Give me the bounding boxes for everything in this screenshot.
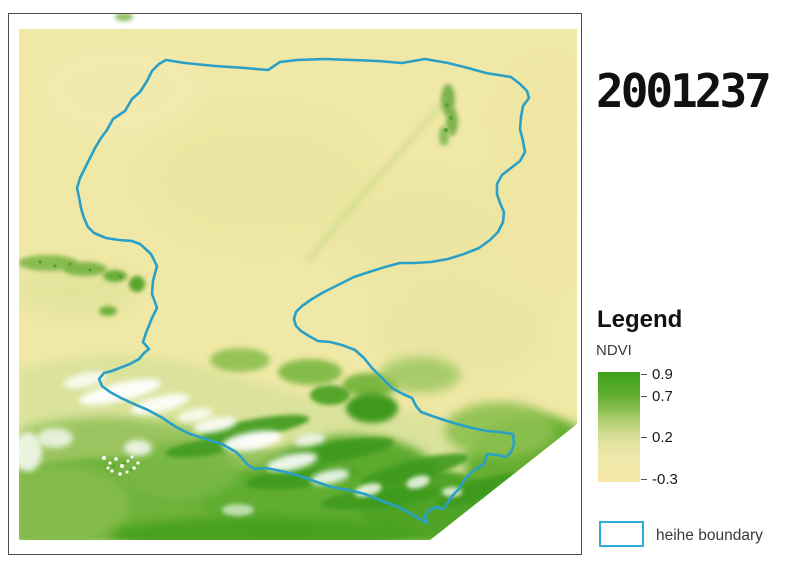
ramp-tick-label: 0.2	[652, 429, 673, 446]
ramp-tick-mark	[641, 374, 647, 375]
snow-patches	[19, 371, 528, 516]
river-corridor-vegetation	[306, 84, 458, 264]
oasis-speckle-band	[19, 255, 145, 316]
boundary-item-label: heihe boundary	[656, 527, 763, 544]
ramp-tick-mark	[641, 396, 647, 397]
ramp-tick-label: -0.3	[652, 471, 678, 488]
boundary-swatch	[599, 521, 644, 547]
legend-layer-name: NDVI	[596, 342, 632, 359]
boundary-line	[75, 57, 531, 525]
ramp-tick-label: 0.7	[652, 388, 673, 405]
ndvi-color-ramp	[598, 372, 640, 482]
legend-heading: Legend	[597, 306, 683, 333]
map-frame	[8, 13, 582, 555]
raster-fleck	[115, 14, 133, 21]
ndvi-raster-map	[19, 14, 577, 540]
ramp-tick-label: 0.9	[652, 366, 673, 383]
date-title: 2001237	[596, 64, 772, 118]
ramp-tick-mark	[641, 479, 647, 480]
ramp-tick-mark	[641, 437, 647, 438]
